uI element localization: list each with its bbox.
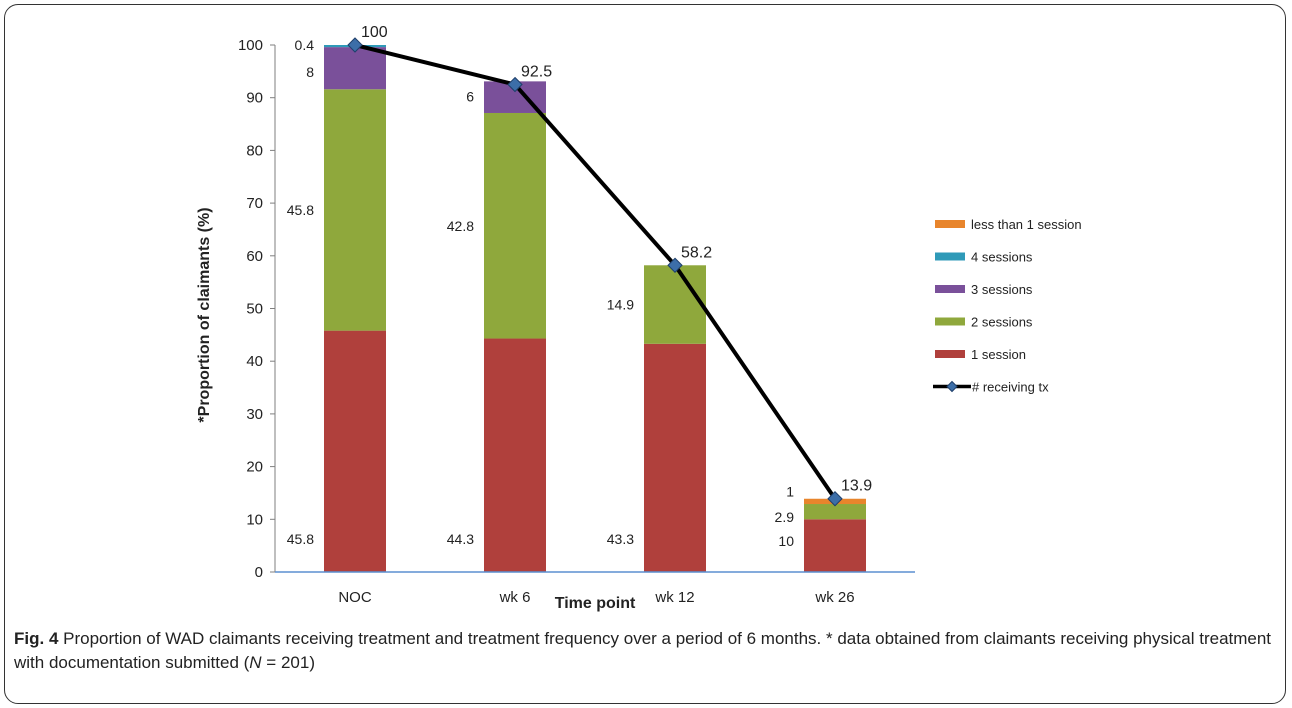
legend-label: less than 1 session (971, 217, 1082, 232)
y-tick-label: 70 (246, 195, 263, 212)
x-tick-label: NOC (338, 589, 372, 606)
legend-marker (946, 380, 958, 393)
caption-text-end: = 201) (261, 653, 315, 672)
bar-segment-2-sessions-2 (644, 265, 706, 344)
legend-swatch (935, 285, 965, 293)
bar-segment-1-session-0 (324, 330, 386, 572)
bar-segment-2-sessions-0 (324, 89, 386, 331)
bar-segment-2-sessions-3 (804, 504, 866, 520)
legend-label: 1 session (971, 347, 1026, 362)
line-point-label: 100 (361, 24, 388, 41)
y-tick-label: 0 (255, 564, 263, 581)
line-layer: 100 92.5 58.2 13.9 (347, 24, 872, 507)
y-tick-label: 10 (246, 511, 263, 528)
legend-label: # receiving tx (972, 380, 1049, 395)
caption-n-symbol: N (249, 653, 262, 672)
bar-value-label: 8 (306, 64, 314, 80)
bar-segment-1-session-1 (484, 338, 546, 572)
figure-caption: Fig. 4 Proportion of WAD claimants recei… (14, 627, 1276, 675)
y-tick-label: 90 (246, 90, 263, 107)
y-tick-label: 100 (238, 37, 263, 54)
x-tick-label: wk 6 (499, 589, 531, 606)
bar-value-label: 45.8 (287, 531, 314, 547)
y-tick-label: 30 (246, 406, 263, 423)
bar-value-label: 43.3 (607, 531, 634, 547)
y-tick-label: 20 (246, 459, 263, 476)
line-point-label: 58.2 (681, 244, 712, 261)
bar-value-label: 6 (466, 88, 474, 104)
legend-label: 4 sessions (971, 250, 1033, 265)
axes-layer: 0 10 20 30 40 50 60 70 80 90 100 NOC wk 6 wk 12 wk 26 (238, 37, 915, 606)
line-point-label: 92.5 (521, 64, 552, 81)
legend-label: 2 sessions (971, 315, 1033, 330)
y-tick-label: 50 (246, 301, 263, 318)
bar-value-label: 45.8 (287, 202, 314, 218)
y-axis-title: *Proportion of claimants (%) (196, 207, 213, 422)
bar-segment-2-sessions-1 (484, 112, 546, 339)
bar-value-label: 2.9 (775, 509, 795, 525)
x-axis-title: Time point (555, 595, 636, 612)
bar-value-label: 0.4 (295, 37, 315, 53)
line-marker (347, 37, 363, 53)
line-point-label: 13.9 (841, 478, 872, 495)
legend-swatch (935, 317, 965, 326)
bar-value-label: 14.9 (607, 297, 634, 313)
bar-labels-layer: 45.8 45.8 8 0.4 44.3 42.8 6 43.3 14.9 10 2.9 1 (287, 37, 794, 549)
bar-value-label: 44.3 (447, 531, 474, 547)
caption-text: Proportion of WAD claimants receiving tr… (14, 629, 1272, 672)
bar-value-label: 1 (786, 484, 794, 500)
figure-label: Fig. 4 (14, 629, 59, 648)
x-tick-label: wk 12 (654, 589, 694, 606)
legend-swatch (935, 350, 965, 358)
legend-layer: less than 1 session 4 sessions 3 sessions 2… (933, 217, 1082, 395)
line-marker (667, 257, 683, 273)
legend-label: 3 sessions (971, 282, 1033, 297)
x-tick-label: wk 26 (814, 589, 854, 606)
figure-frame (4, 4, 1286, 704)
bar-segment-3-sessions-0 (324, 47, 386, 90)
bars-layer (324, 45, 866, 572)
y-tick-label: 60 (246, 248, 263, 265)
y-tick-label: 40 (246, 353, 263, 370)
y-tick-label: 80 (246, 142, 263, 159)
bar-value-label: 10 (778, 533, 794, 549)
bar-segment-1-session-2 (644, 343, 706, 572)
line-series-receiving-tx (354, 43, 837, 500)
line-marker (827, 491, 843, 507)
legend-swatch (935, 252, 965, 261)
line-marker (507, 76, 523, 93)
legend-swatch (935, 220, 965, 228)
bar-value-label: 42.8 (447, 218, 474, 234)
bar-segment-1-session-3 (804, 519, 866, 572)
